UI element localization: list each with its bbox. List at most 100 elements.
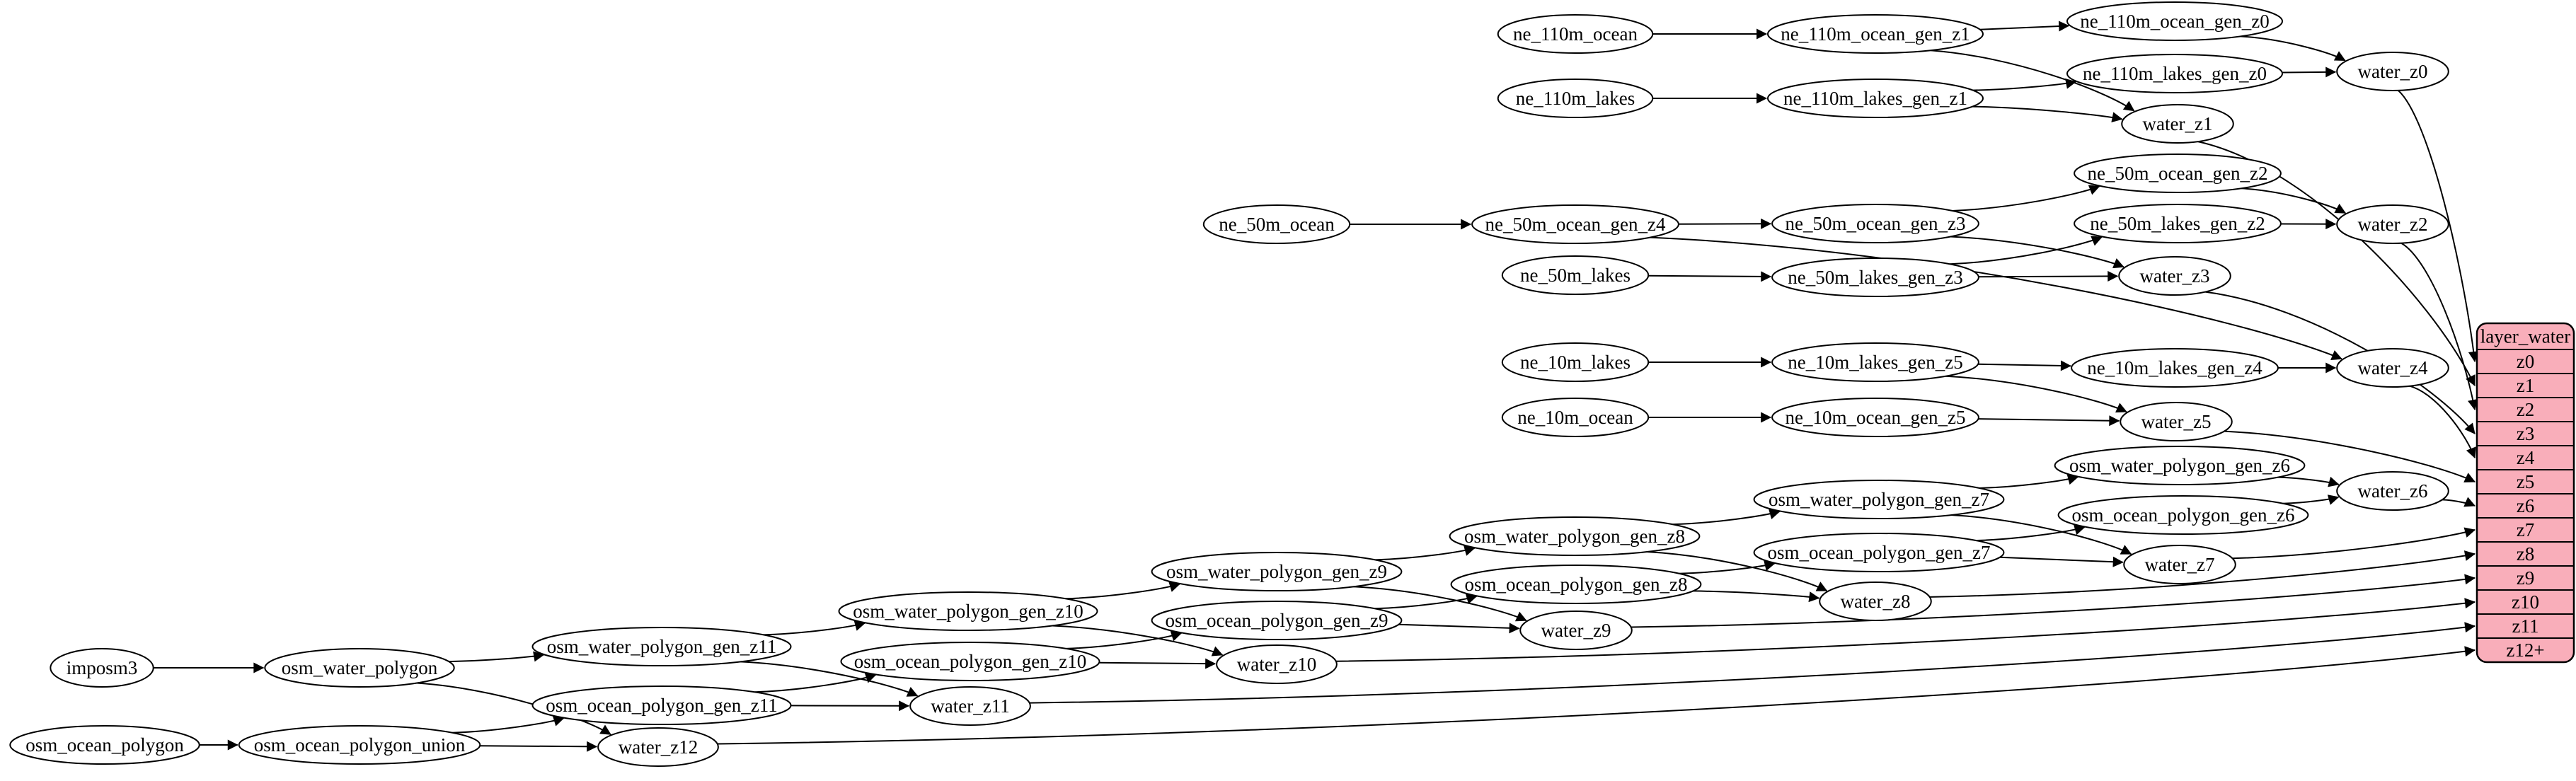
node-label: osm_ocean_polygon_gen_z6 <box>2072 504 2295 526</box>
node-water_z5: water_z5 <box>2120 403 2232 441</box>
node-label: ne_110m_ocean_gen_z0 <box>2080 11 2269 32</box>
record-title: layer_water <box>2480 326 2570 347</box>
edge-ne_110m_ocean_gen_z1--ne_110m_ocean_gen_z0 <box>1980 25 2069 29</box>
node-water_z11: water_z11 <box>910 687 1030 725</box>
node-ne_10m_ocean_gen_z5: ne_10m_ocean_gen_z5 <box>1772 398 1979 436</box>
node-label: water_z4 <box>2358 357 2428 378</box>
node-water_z0: water_z0 <box>2337 52 2449 91</box>
node-label: water_z6 <box>2358 480 2428 502</box>
node-water_z1: water_z1 <box>2122 105 2233 143</box>
node-osm_ocean_polygon_gen_z6: osm_ocean_polygon_gen_z6 <box>2059 496 2308 534</box>
node-ne_50m_lakes_gen_z2: ne_50m_lakes_gen_z2 <box>2074 204 2281 243</box>
node-ne_10m_ocean: ne_10m_ocean <box>1502 398 1648 436</box>
node-label: ne_50m_lakes_gen_z2 <box>2090 213 2265 234</box>
node-osm_water_polygon_gen_z6: osm_water_polygon_gen_z6 <box>2055 446 2305 485</box>
record-row-z8: z8 <box>2517 543 2534 565</box>
node-label: ne_110m_lakes_gen_z0 <box>2083 63 2267 84</box>
node-label: water_z11 <box>931 695 1009 717</box>
node-label: osm_water_polygon_gen_z9 <box>1166 561 1387 582</box>
node-label: water_z12 <box>619 736 698 758</box>
record-row-z11: z11 <box>2512 615 2539 637</box>
node-label: osm_ocean_polygon <box>25 734 184 756</box>
edge-osm_water_polygon_gen_z11--osm_water_polygon_gen_z10 <box>764 623 865 635</box>
node-water_z7: water_z7 <box>2124 545 2236 584</box>
edge-ne_110m_lakes_gen_z1--water_z1 <box>1972 107 2122 120</box>
node-osm_ocean_polygon: osm_ocean_polygon <box>10 726 199 764</box>
edge-osm_ocean_polygon_gen_z10--osm_ocean_polygon_gen_z9 <box>1066 633 1181 649</box>
record-layer-water: layer_waterz0z1z2z3z4z5z6z7z8z9z10z11z12… <box>2477 323 2574 662</box>
node-label: ne_10m_ocean <box>1517 407 1633 428</box>
edge-ne_50m_lakes_gen_z3--water_z3 <box>1979 276 2117 277</box>
edge-osm_water_polygon_gen_z8--osm_water_polygon_gen_z7 <box>1672 511 1779 524</box>
record-row-z5: z5 <box>2517 471 2534 492</box>
node-osm_water_polygon_gen_z11: osm_water_polygon_gen_z11 <box>533 627 791 666</box>
node-label: water_z5 <box>2141 411 2212 432</box>
node-label: ne_110m_lakes <box>1516 88 1635 109</box>
node-label: ne_10m_lakes <box>1520 352 1631 373</box>
node-label: water_z7 <box>2145 554 2215 575</box>
node-label: water_z1 <box>2143 113 2213 134</box>
edge-ne_50m_lakes--ne_50m_lakes_gen_z3 <box>1648 276 1771 277</box>
node-ne_10m_lakes: ne_10m_lakes <box>1502 343 1648 381</box>
node-water_z10: water_z10 <box>1217 645 1337 683</box>
node-osm_ocean_polygon_gen_z8: osm_ocean_polygon_gen_z8 <box>1451 565 1701 603</box>
node-ne_110m_lakes_gen_z1: ne_110m_lakes_gen_z1 <box>1768 79 1983 117</box>
edge-osm_water_polygon_gen_z7--osm_water_polygon_gen_z6 <box>1979 477 2078 488</box>
edge-water_z7--layer_water-z7 <box>2233 530 2475 558</box>
node-ne_110m_ocean_gen_z1: ne_110m_ocean_gen_z1 <box>1768 15 1983 53</box>
edge-ne_50m_lakes_gen_z3--ne_50m_lakes_gen_z2 <box>1950 237 2102 264</box>
edge-ne_110m_ocean_gen_z0--water_z0 <box>2241 36 2345 60</box>
record-row-z7: z7 <box>2517 519 2534 540</box>
edge-osm_ocean_polygon_union--osm_ocean_polygon_gen_z11 <box>452 718 563 733</box>
node-ne_110m_lakes: ne_110m_lakes <box>1498 79 1653 117</box>
node-ne_10m_lakes_gen_z5: ne_10m_lakes_gen_z5 <box>1772 343 1979 381</box>
record-row-z1: z1 <box>2517 375 2534 396</box>
node-water_z12: water_z12 <box>598 728 718 766</box>
edge-osm_ocean_polygon_gen_z9--water_z9 <box>1398 625 1519 629</box>
edge-water_z6--layer_water-z6 <box>2442 499 2475 506</box>
node-osm_ocean_polygon_gen_z7: osm_ocean_polygon_gen_z7 <box>1754 533 2004 572</box>
node-label: osm_water_polygon_gen_z10 <box>853 601 1083 622</box>
edge-osm_water_polygon--osm_water_polygon_gen_z11 <box>449 655 544 661</box>
node-imposm3: imposm3 <box>50 649 153 687</box>
node-ne_50m_lakes_gen_z3: ne_50m_lakes_gen_z3 <box>1772 258 1979 296</box>
node-label: water_z8 <box>1841 591 1911 612</box>
node-label: water_z9 <box>1541 620 1611 641</box>
node-label: osm_water_polygon_gen_z11 <box>547 636 776 657</box>
node-label: water_z3 <box>2140 265 2210 287</box>
node-label: water_z2 <box>2358 214 2428 235</box>
edge-ne_50m_ocean_gen_z2--water_z2 <box>2241 188 2345 213</box>
node-label: osm_water_polygon_gen_z7 <box>1769 489 1989 510</box>
record-row-z3: z3 <box>2517 423 2534 444</box>
node-label: water_z10 <box>1237 654 1316 675</box>
edge-ne_110m_lakes_gen_z1--ne_110m_lakes_gen_z0 <box>1973 82 2076 91</box>
node-osm_water_polygon_gen_z8: osm_water_polygon_gen_z8 <box>1450 517 1700 555</box>
edge-osm_water_polygon_gen_z9--osm_water_polygon_gen_z8 <box>1375 548 1474 560</box>
node-label: osm_water_polygon_gen_z8 <box>1464 526 1685 547</box>
node-label: osm_ocean_polygon_gen_z11 <box>546 695 777 716</box>
node-ne_50m_lakes: ne_50m_lakes <box>1502 256 1648 294</box>
edge-osm_ocean_polygon_gen_z8--osm_ocean_polygon_gen_z7 <box>1679 564 1774 574</box>
node-label: ne_50m_lakes_gen_z3 <box>1788 267 1962 288</box>
node-label: ne_110m_ocean <box>1513 23 1638 45</box>
node-water_z4: water_z4 <box>2337 349 2449 387</box>
node-ne_50m_ocean_gen_z4: ne_50m_ocean_gen_z4 <box>1472 205 1679 243</box>
record-row-z10: z10 <box>2512 591 2539 613</box>
node-osm_ocean_polygon_gen_z10: osm_ocean_polygon_gen_z10 <box>841 642 1100 681</box>
node-label: ne_50m_ocean <box>1219 214 1335 235</box>
record-row-z9: z9 <box>2517 567 2534 589</box>
node-label: ne_50m_ocean_gen_z3 <box>1786 213 1966 234</box>
node-label: ne_10m_lakes_gen_z4 <box>2087 357 2262 378</box>
node-label: ne_50m_lakes <box>1520 265 1631 286</box>
edge-ne_50m_ocean_gen_z3--ne_50m_ocean_gen_z2 <box>1953 186 2100 211</box>
node-water_z9: water_z9 <box>1520 611 1632 649</box>
node-ne_50m_ocean_gen_z2: ne_50m_ocean_gen_z2 <box>2074 154 2281 192</box>
node-water_z8: water_z8 <box>1819 582 1931 620</box>
node-osm_water_polygon_gen_z7: osm_water_polygon_gen_z7 <box>1754 480 2004 519</box>
node-osm_water_polygon_gen_z10: osm_water_polygon_gen_z10 <box>839 592 1098 630</box>
edge-osm_ocean_polygon_gen_z8--water_z8 <box>1693 591 1819 598</box>
node-ne_110m_lakes_gen_z0: ne_110m_lakes_gen_z0 <box>2067 54 2282 93</box>
